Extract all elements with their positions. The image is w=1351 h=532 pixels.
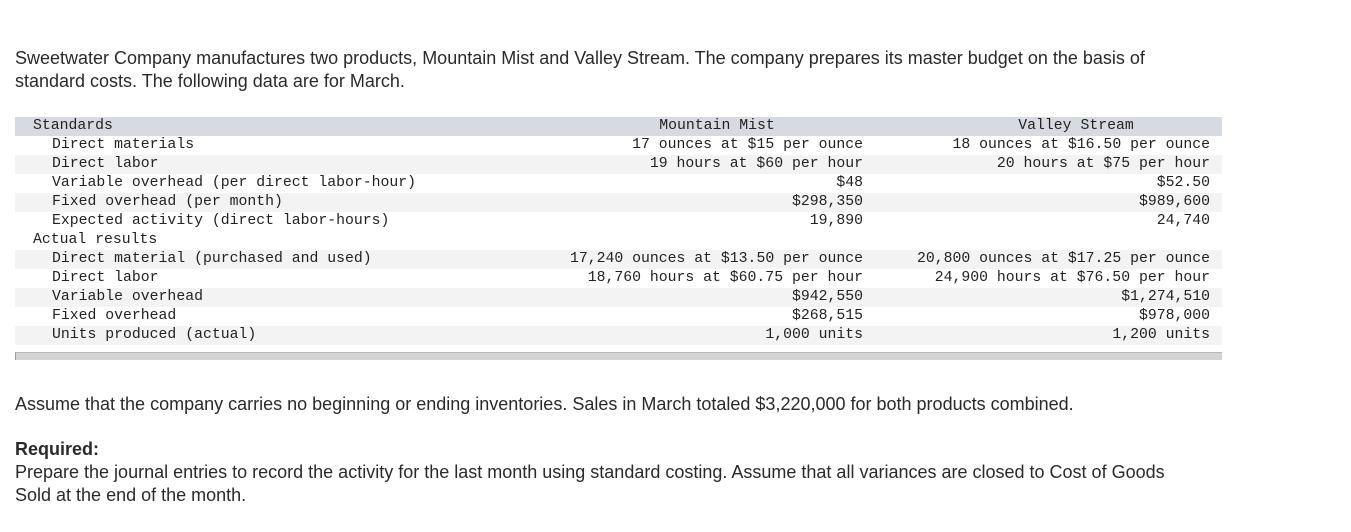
row-label: Units produced (actual) (52, 327, 257, 343)
row-label: Direct material (purchased and used) (52, 251, 372, 267)
table-row: Direct labor 19 hours at $60 per hour 20 h… (15, 155, 1222, 174)
table-row: Units produced (actual) 1,000 units 1,200 … (15, 326, 1222, 345)
mountain-mist-value: $48 (836, 175, 863, 191)
section-title: Actual results (33, 232, 158, 248)
mountain-mist-value: 19 hours at $60 per hour (649, 156, 863, 172)
table-row: Direct material (purchased and used) 17,2… (15, 250, 1222, 269)
mountain-mist-value: $942,550 (791, 289, 863, 305)
row-label: Direct labor (52, 156, 159, 172)
mountain-mist-value: 1,000 units (765, 327, 863, 343)
required-heading: Required: (15, 439, 100, 459)
table-row: Direct materials 17 ounces at $15 per oun… (15, 136, 1222, 155)
table-row: Fixed overhead $268,515 $978,000 (15, 307, 1222, 326)
table-row: Direct labor 18,760 hours at $60.75 per h… (15, 269, 1222, 288)
mountain-mist-value: $268,515 (791, 308, 863, 324)
header-row: Standards Mountain Mist Valley Stream (15, 117, 1222, 136)
valley-stream-value: 18 ounces at $16.50 per ounce (952, 137, 1210, 153)
mountain-mist-value: 17,240 ounces at $13.50 per ounce (569, 251, 863, 267)
mountain-mist-value: 19,890 (809, 213, 863, 229)
row-label: Expected activity (direct labor-hours) (52, 213, 390, 229)
mountain-mist-value: 17 ounces at $15 per ounce (632, 137, 863, 153)
column-header: Mountain Mist (659, 118, 775, 134)
mountain-mist-value: $298,350 (791, 194, 863, 210)
row-label: Direct materials (52, 137, 195, 153)
section-title: Standards (33, 118, 113, 134)
row-label: Variable overhead (52, 289, 203, 305)
valley-stream-value: $989,600 (1138, 194, 1210, 210)
table-row: Fixed overhead (per month) $298,350 $989,6… (15, 193, 1222, 212)
row-label: Fixed overhead (52, 308, 177, 324)
intro: Sweetwater Company manufactures two prod… (15, 48, 1145, 91)
assumption: Assume that the company carries no begin… (15, 394, 1074, 414)
valley-stream-value: 24,900 hours at $76.50 per hour (934, 270, 1210, 286)
row-label: Direct labor (52, 270, 159, 286)
table-row: Expected activity (direct labor-hours) 19… (15, 212, 1222, 231)
standards-table: Standards Mountain Mist Valley Stream Direc… (15, 117, 1222, 345)
valley-stream-value: 20 hours at $75 per hour (996, 156, 1210, 172)
section-row: Actual results (15, 231, 1222, 250)
valley-stream-value: $1,274,510 (1121, 289, 1210, 305)
row-label: Variable overhead (per direct labor-hour… (52, 175, 417, 191)
table-row: Variable overhead $942,550 $1,274,510 (15, 288, 1222, 307)
valley-stream-value: 20,800 ounces at $17.25 per ounce (916, 251, 1210, 267)
table-row: Variable overhead (per direct labor-hour… (15, 174, 1222, 193)
valley-stream-value: $52.50 (1156, 175, 1210, 191)
table-footer (15, 352, 1222, 360)
valley-stream-value: 1,200 units (1112, 327, 1210, 343)
required-text: Prepare the journal entries to record th… (15, 462, 1165, 505)
mountain-mist-value: 18,760 hours at $60.75 per hour (587, 270, 863, 286)
row-label: Fixed overhead (per month) (52, 194, 283, 210)
column-header: Valley Stream (1018, 118, 1134, 134)
valley-stream-value: 24,740 (1156, 213, 1210, 229)
valley-stream-value: $978,000 (1138, 308, 1210, 324)
